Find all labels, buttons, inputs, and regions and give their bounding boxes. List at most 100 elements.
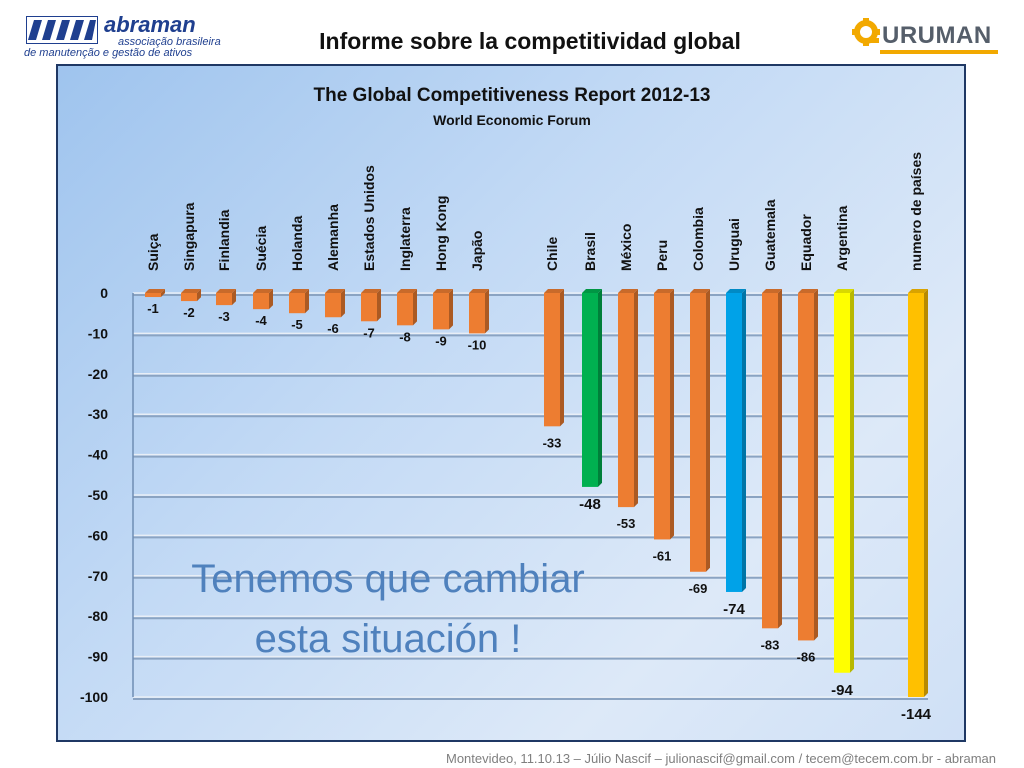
bar-side (377, 289, 381, 322)
y-tick-label: -10 (88, 325, 108, 341)
bar-side (742, 289, 746, 592)
value-label: -48 (579, 496, 601, 513)
bar-side (634, 289, 638, 508)
category-label: Alemanha (325, 204, 341, 271)
bar (181, 293, 197, 302)
category-label: Equador (798, 214, 814, 271)
y-tick-label: -70 (88, 568, 108, 584)
bar-side (232, 289, 236, 306)
chart-panel: The Global Competitiveness Report 2012-1… (56, 64, 966, 742)
bar-side (449, 289, 453, 330)
bar-top (908, 289, 928, 293)
bar-top (834, 289, 854, 293)
bar-top (433, 289, 453, 293)
bar (216, 293, 232, 306)
bar-top (469, 289, 489, 293)
value-label: -69 (689, 581, 708, 596)
bar-side (778, 289, 782, 629)
abraman-mark-icon (26, 16, 98, 44)
bar-side (197, 289, 201, 302)
bar-side (706, 289, 710, 572)
chart-title: The Global Competitiveness Report 2012-1… (313, 85, 710, 106)
category-label: Brasil (582, 232, 598, 271)
bar-side (305, 289, 309, 314)
y-tick-label: -40 (88, 447, 108, 463)
category-label: Suécia (253, 226, 269, 271)
category-label: Argentina (834, 205, 850, 271)
bar (325, 293, 341, 318)
y-tick-label: -20 (88, 366, 108, 382)
category-label: Colombia (690, 207, 706, 271)
bar-top (397, 289, 417, 293)
bar-side (341, 289, 345, 318)
bar-top (216, 289, 236, 293)
abraman-logo-line2: de manutenção e gestão de ativos (24, 47, 193, 59)
bar (726, 293, 742, 592)
bar-top (361, 289, 381, 293)
bar (690, 293, 706, 572)
bar-top (289, 289, 309, 293)
bar (397, 293, 413, 326)
category-label: Hong Kong (433, 196, 449, 271)
bar-side (161, 289, 165, 298)
bar (762, 293, 778, 629)
category-label: Estados Unidos (361, 165, 377, 271)
gridlines (132, 292, 928, 700)
bar-top (690, 289, 710, 293)
bar-top (145, 289, 165, 293)
bar-side (814, 289, 818, 641)
y-tick-label: -90 (88, 649, 108, 665)
uruman-logo-bar (880, 50, 998, 54)
bar-side (670, 289, 674, 540)
category-label: Suiça (145, 233, 161, 271)
category-label: Finlandia (216, 209, 232, 271)
y-tick-label: -30 (88, 406, 108, 422)
category-labels: Suiça Singapura Finlandia Suécia Holanda Alem… (145, 152, 924, 271)
bar-side (269, 289, 273, 310)
value-label: -5 (291, 317, 303, 332)
category-label: Chile (544, 237, 560, 271)
bar (618, 293, 634, 508)
value-label: -8 (399, 329, 411, 344)
bar (361, 293, 377, 322)
bar (834, 293, 850, 673)
bar (544, 293, 560, 427)
y-tick-label: -80 (88, 608, 108, 624)
page-title: Informe sobre la competitividad global (319, 28, 741, 54)
value-label: -94 (831, 682, 853, 699)
y-tick-label: 0 (100, 285, 108, 301)
abraman-logo: abraman associação brasileira de manuten… (22, 12, 221, 59)
value-label: -2 (183, 305, 195, 320)
value-label: -83 (761, 637, 780, 652)
competitiveness-chart: The Global Competitiveness Report 2012-1… (80, 85, 932, 723)
bar-side (850, 289, 854, 673)
abraman-logo-line1: associação brasileira (118, 36, 221, 48)
gear-icon (852, 18, 880, 46)
uruman-logo: URUMAN (852, 16, 1002, 56)
value-label: -53 (617, 516, 636, 531)
category-label: México (618, 224, 634, 271)
bar (433, 293, 449, 330)
value-label: -9 (435, 333, 447, 348)
bar-top (726, 289, 746, 293)
value-label: -3 (218, 309, 230, 324)
value-label: -6 (327, 321, 339, 336)
value-label: -33 (543, 435, 562, 450)
value-label: -1 (147, 301, 159, 316)
chart-subtitle: World Economic Forum (433, 112, 591, 128)
bar (654, 293, 670, 540)
bar-top (253, 289, 273, 293)
value-label: -61 (653, 548, 672, 563)
bar (469, 293, 485, 334)
abraman-logo-name: abraman (104, 12, 196, 37)
bar-top (618, 289, 638, 293)
y-tick-label: -50 (88, 487, 108, 503)
bar-side (598, 289, 602, 487)
category-label: Singapura (181, 202, 197, 271)
bar (289, 293, 305, 314)
bar-side (485, 289, 489, 334)
bar-side (413, 289, 417, 326)
bar-side (924, 289, 928, 697)
annotation: Tenemos que cambiar esta situación ! (191, 557, 585, 661)
annotation-line-2: esta situación ! (255, 617, 522, 661)
